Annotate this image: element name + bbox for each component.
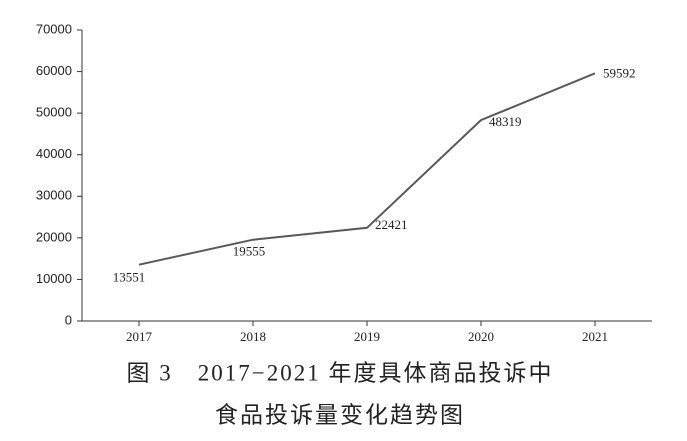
data-label: 19555: [233, 244, 266, 259]
y-tick-label: 50000: [36, 105, 72, 120]
x-tick-label: 2021: [582, 329, 608, 344]
data-line: [138, 72, 596, 266]
y-tick-label: 10000: [36, 271, 72, 286]
chart-title: 图 3 2017−2021 年度具体商品投诉中: [127, 360, 554, 385]
y-tick-label: 60000: [36, 63, 72, 78]
x-tick-label: 2019: [354, 329, 380, 344]
data-label: 48319: [489, 114, 522, 129]
x-tick-label: 2017: [126, 329, 153, 344]
y-tick-label: 70000: [36, 21, 72, 36]
data-label: 59592: [603, 65, 636, 80]
x-tick-label: 2020: [468, 329, 494, 344]
x-tick-label: 2018: [240, 329, 266, 344]
y-tick-label: 40000: [36, 146, 72, 161]
y-tick-label: 0: [65, 312, 72, 327]
y-tick-label: 30000: [36, 188, 72, 203]
y-tick-label: 20000: [36, 229, 72, 244]
data-label: 13551: [113, 270, 146, 285]
chart-title: 食品投诉量变化趋势图: [215, 402, 465, 427]
data-label: 22421: [375, 217, 408, 232]
